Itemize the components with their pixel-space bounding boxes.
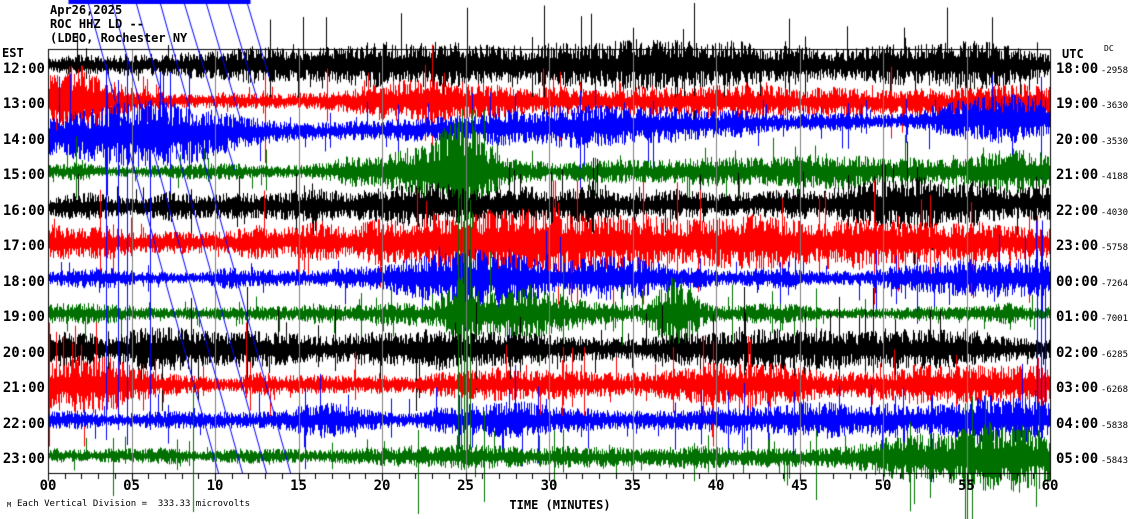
x-tick-label: 20 bbox=[373, 478, 391, 494]
utc-time-label: 23:00 bbox=[1056, 238, 1099, 254]
dc-value: -5838 bbox=[1100, 420, 1128, 431]
est-header: EST bbox=[2, 46, 24, 60]
dc-value: -5758 bbox=[1100, 243, 1128, 253]
est-time-label: 23:00 bbox=[2, 451, 45, 467]
scale-note: Each Vertical Division = 333.33 microvol… bbox=[17, 499, 250, 509]
x-tick-label: 15 bbox=[290, 478, 307, 494]
utc-time-label: 19:00 bbox=[1056, 96, 1099, 112]
dc-value: -7001 bbox=[1100, 314, 1128, 324]
est-time-label: 19:00 bbox=[2, 309, 45, 325]
x-tick-label: 10 bbox=[206, 478, 224, 494]
est-time-label: 22:00 bbox=[2, 415, 45, 432]
x-tick-label: 45 bbox=[791, 478, 808, 494]
dc-value: -3630 bbox=[1100, 101, 1128, 111]
est-time-label: 21:00 bbox=[2, 380, 45, 396]
x-tick-label: 40 bbox=[707, 478, 725, 494]
est-time-label: 20:00 bbox=[2, 344, 45, 361]
est-time-label: 15:00 bbox=[2, 167, 45, 183]
x-tick-label: 60 bbox=[1041, 478, 1059, 494]
utc-time-label: 20:00 bbox=[1056, 131, 1099, 148]
utc-time-label: 21:00 bbox=[1056, 167, 1099, 183]
network-label: (LDEO, Rochester NY bbox=[50, 31, 188, 45]
est-time-label: 18:00 bbox=[2, 273, 45, 290]
dc-value: -3530 bbox=[1100, 136, 1128, 147]
x-axis-title: TIME (MINUTES) bbox=[509, 498, 611, 512]
x-tick-label: 50 bbox=[874, 478, 892, 494]
utc-time-label: 05:00 bbox=[1056, 451, 1099, 467]
dc-value: -4188 bbox=[1100, 172, 1128, 182]
utc-time-label: 22:00 bbox=[1056, 202, 1099, 219]
dc-header: DC bbox=[1104, 44, 1114, 53]
dc-value: -5843 bbox=[1100, 456, 1128, 466]
est-time-label: 17:00 bbox=[2, 238, 45, 254]
utc-time-label: 01:00 bbox=[1056, 309, 1099, 325]
utc-time-label: 18:00 bbox=[1056, 60, 1099, 77]
x-tick-label: 30 bbox=[540, 478, 558, 494]
utc-time-label: 03:00 bbox=[1056, 380, 1099, 396]
dc-value: -6268 bbox=[1100, 385, 1128, 395]
station-label: ROC HHZ LD -- bbox=[50, 17, 144, 31]
x-tick-label: 35 bbox=[624, 478, 641, 494]
utc-time-label: 02:00 bbox=[1056, 344, 1099, 361]
x-tick-label: 25 bbox=[457, 478, 474, 494]
x-tick-label: 05 bbox=[123, 478, 140, 494]
dc-value: -7264 bbox=[1100, 278, 1128, 289]
date-label: Apr26,2025 bbox=[50, 3, 123, 17]
x-tick-label: 00 bbox=[39, 478, 57, 494]
dc-value: -2958 bbox=[1100, 65, 1128, 76]
utc-header: UTC bbox=[1062, 47, 1084, 61]
est-time-label: 16:00 bbox=[2, 202, 45, 219]
dc-value: -6285 bbox=[1100, 349, 1128, 360]
x-tick-label: 55 bbox=[958, 478, 975, 494]
dc-value: -4030 bbox=[1100, 207, 1128, 218]
utc-time-label: 04:00 bbox=[1056, 415, 1099, 432]
est-time-label: 14:00 bbox=[2, 131, 45, 148]
corner-mark: M bbox=[7, 501, 12, 509]
est-time-label: 12:00 bbox=[2, 60, 45, 77]
est-time-label: 13:00 bbox=[2, 96, 45, 112]
utc-time-label: 00:00 bbox=[1056, 273, 1099, 290]
